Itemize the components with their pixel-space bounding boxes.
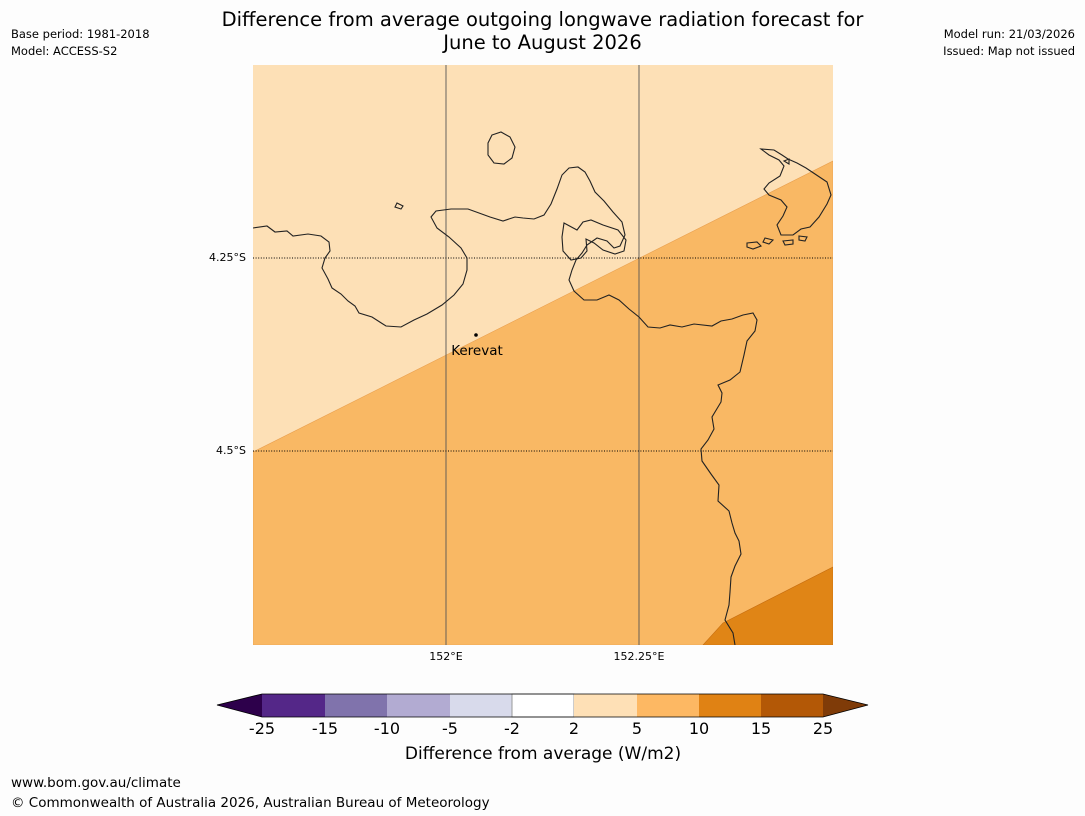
colorbar-tick: -5 (442, 719, 458, 738)
base-period: Base period: 1981-2018 (11, 27, 150, 41)
colorbar-segment (387, 694, 450, 717)
colorbar-tick: 15 (750, 719, 772, 738)
colorbar-segment (574, 694, 637, 717)
model-run: Model run: 21/03/2026 (943, 27, 1075, 41)
model-name: Model: ACCESS-S2 (11, 44, 118, 58)
issued-status: Issued: Map not issued (943, 44, 1075, 58)
colorbar-tick: 5 (631, 719, 643, 738)
lat-label-4-5: 4.5°S (216, 444, 246, 457)
lon-label-152: 152°E (429, 650, 463, 663)
kerevat-marker (474, 333, 478, 337)
meta-right: Model run: 21/03/2026 Issued: Map not is… (943, 26, 1075, 60)
colorbar-segment (699, 694, 761, 717)
forecast-map[interactable]: Kerevat (253, 65, 833, 645)
colorbar (216, 693, 869, 718)
colorbar-outline (216, 693, 869, 718)
colorbar-segment (761, 694, 823, 717)
colorbar-tick: -10 (373, 719, 401, 738)
islet-3 (762, 237, 775, 245)
colorbar-tick: 2 (568, 719, 580, 738)
islet-6 (782, 158, 790, 165)
colorbar-under-triangle (217, 694, 262, 717)
title-line-1: Difference from average outgoing longwav… (221, 8, 864, 31)
coastlines (253, 131, 832, 645)
colorbar-over-triangle (823, 694, 868, 717)
islet-1 (394, 202, 404, 210)
band-5-10-region (253, 160, 833, 645)
islet-5 (798, 235, 808, 242)
coastline-peninsula (561, 219, 627, 261)
coastline-north-island (487, 131, 516, 165)
coastline-northeast (759, 148, 832, 236)
colorbar-segment (450, 694, 512, 717)
map-title: Difference from average outgoing longwav… (180, 8, 905, 54)
colorbar-tick: -25 (248, 719, 276, 738)
colorbar-segment (637, 694, 699, 717)
colorbar-tick: 25 (812, 719, 834, 738)
islet-4 (782, 239, 794, 246)
colorbar-tick: -2 (504, 719, 520, 738)
colorbar-label: Difference from average (W/m2) (404, 744, 682, 764)
colorbar-segment (262, 694, 325, 717)
colorbar-tick: 10 (688, 719, 710, 738)
copyright-notice: © Commonwealth of Australia 2026, Austra… (11, 795, 490, 811)
band-10-15-region (702, 566, 833, 645)
bom-url-link[interactable]: www.bom.gov.au/climate (11, 775, 181, 791)
islet-2 (746, 241, 762, 250)
lon-label-152-25: 152.25°E (613, 650, 665, 663)
title-line-2: June to August 2026 (443, 31, 642, 54)
colorbar-segment (511, 693, 575, 718)
colorbar-segment (325, 694, 387, 717)
meta-left: Base period: 1981-2018 Model: ACCESS-S2 (11, 26, 150, 60)
coastline-main (253, 166, 758, 645)
colorbar-tick: -15 (311, 719, 339, 738)
place-label-kerevat: Kerevat (451, 343, 503, 359)
lat-label-4-25: 4.25°S (209, 251, 246, 264)
